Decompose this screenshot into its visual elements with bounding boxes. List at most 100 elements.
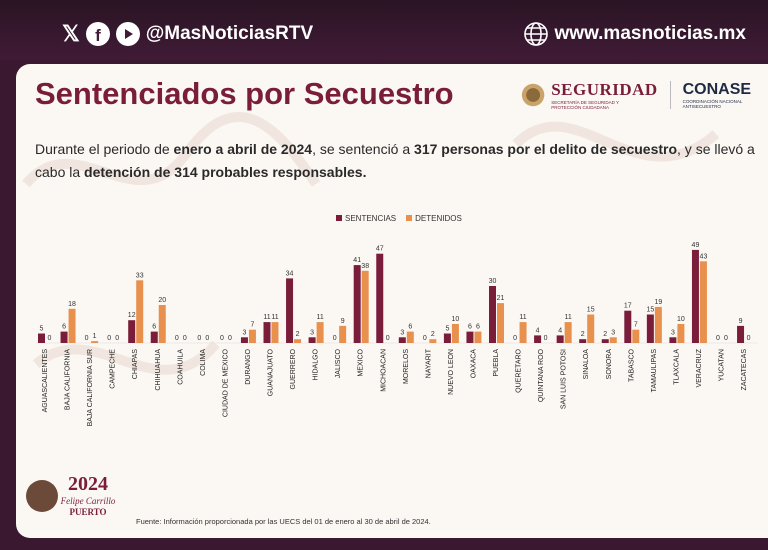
x-tick-label: BAJA CALIFORNIA SUR <box>87 349 94 426</box>
data-label: 3 <box>611 329 615 336</box>
data-label: 10 <box>452 316 460 323</box>
bar-detenidos <box>316 322 324 343</box>
top-banner: 𝕏 f @MasNoticiasRTV www.masnoticias.mx <box>0 0 768 60</box>
x-tick-label: CHIAPAS <box>132 349 139 380</box>
bar-sentencias <box>60 331 68 343</box>
x-tick-label: MICHOACAN <box>380 349 387 392</box>
x-tick-label: GUERRERO <box>290 348 297 389</box>
data-label: 0 <box>175 335 179 342</box>
bar-detenidos <box>587 314 595 343</box>
website-url[interactable]: www.masnoticias.mx <box>554 23 746 44</box>
data-label: 9 <box>739 318 743 325</box>
bar-detenidos <box>339 325 347 343</box>
data-label: 47 <box>376 246 384 253</box>
data-label: 18 <box>68 301 76 308</box>
x-tick-label: AGUASCALIENTES <box>42 349 49 413</box>
bar-detenidos <box>609 337 617 343</box>
data-label: 0 <box>197 335 201 342</box>
portrait-icon <box>26 480 58 512</box>
logo-name-2: PUERTO <box>69 507 106 517</box>
x-tick-label: NUEVO LEON <box>448 349 455 395</box>
bar-sentencias <box>376 253 384 343</box>
bar-sentencias <box>240 337 248 343</box>
bar-detenidos <box>519 322 527 343</box>
data-label: 0 <box>205 335 209 342</box>
x-tick-label: SINALOA <box>583 349 590 380</box>
bar-detenidos <box>677 324 685 343</box>
bar-sentencias <box>443 333 451 343</box>
bar-sentencias <box>398 337 406 343</box>
bar-sentencias <box>691 249 699 343</box>
x-tick-label: CIUDAD DE MEXICO <box>222 348 229 417</box>
data-label: 38 <box>361 263 369 270</box>
data-label: 0 <box>423 335 427 342</box>
summary-text: Durante el periodo de <box>35 141 174 157</box>
x-tick-label: QUINTANA ROO <box>538 348 545 402</box>
data-label: 5 <box>445 326 449 333</box>
data-label: 6 <box>152 324 156 331</box>
seguridad-subtext: SECRETARÍA DE SEGURIDAD Y PROTECCIÓN CIU… <box>551 100 619 110</box>
bar-sentencias <box>737 325 745 343</box>
data-label: 0 <box>333 335 337 342</box>
x-tick-label: TABASCO <box>628 348 635 381</box>
data-label: 20 <box>158 297 166 304</box>
data-label: 49 <box>692 242 700 249</box>
facebook-icon[interactable]: f <box>85 22 110 46</box>
data-label: 0 <box>386 335 390 342</box>
x-tick-label: VERACRUZ <box>696 348 703 387</box>
legend-detenidos: DETENIDOS <box>406 214 462 223</box>
data-label: 41 <box>353 257 361 264</box>
x-tick-label: TAMAULIPAS <box>651 349 658 393</box>
data-label: 1 <box>93 333 97 340</box>
data-label: 11 <box>271 314 278 321</box>
bar-sentencias <box>128 320 136 343</box>
legend-sentencias: SENTENCIAS <box>336 214 396 223</box>
bar-sentencias <box>624 310 632 343</box>
data-label: 0 <box>513 335 517 342</box>
summary-sentenced: 317 personas por el delito de secuestro <box>414 141 678 157</box>
data-label: 3 <box>242 329 246 336</box>
bar-detenidos <box>68 308 76 343</box>
data-label: 4 <box>558 327 562 334</box>
data-label: 11 <box>565 314 572 321</box>
data-label: 0 <box>724 335 728 342</box>
chart-legend: SENTENCIAS DETENIDOS <box>336 214 462 223</box>
data-label: 4 <box>536 327 540 334</box>
data-label: 12 <box>128 312 136 319</box>
bar-detenidos <box>699 261 707 343</box>
data-label: 0 <box>107 335 111 342</box>
x-tick-label: CHIHUAHUA <box>155 349 162 391</box>
summary-detained: detención de 314 probables responsables. <box>84 164 367 180</box>
social-links: 𝕏 f @MasNoticiasRTV <box>62 20 313 48</box>
data-label: 6 <box>62 324 66 331</box>
x-tick-label: OAXACA <box>470 349 477 379</box>
bar-detenidos <box>136 280 144 343</box>
data-label: 0 <box>85 335 89 342</box>
data-label: 0 <box>544 335 548 342</box>
x-tick-label: GUANAJUATO <box>268 348 275 396</box>
x-icon[interactable]: 𝕏 <box>62 21 80 46</box>
infographic-card: Sentenciados por Secuestro SEGURIDAD SEC… <box>16 64 768 538</box>
legend-label: SENTENCIAS <box>345 214 397 223</box>
svg-text:f: f <box>95 26 101 45</box>
legend-swatch <box>336 215 342 221</box>
summary-period: enero a abril de 2024 <box>173 141 313 157</box>
bar-detenidos <box>497 303 504 343</box>
data-label: 19 <box>654 299 662 306</box>
bar-detenidos <box>361 270 369 343</box>
globe-icon <box>523 22 548 46</box>
legend-label: DETENIDOS <box>415 214 462 223</box>
data-label: 0 <box>48 335 52 342</box>
data-label: 2 <box>296 331 300 338</box>
bar-detenidos <box>91 341 99 343</box>
bar-sentencias <box>466 331 474 343</box>
data-label: 0 <box>716 335 720 342</box>
bar-sentencias <box>489 286 496 343</box>
data-label: 11 <box>519 314 526 321</box>
youtube-icon[interactable] <box>115 22 140 46</box>
social-handle[interactable]: @MasNoticiasRTV <box>145 23 314 44</box>
bar-sentencias <box>669 337 677 343</box>
conase-text: CONASE <box>682 81 752 98</box>
x-tick-label: COLIMA <box>200 349 207 376</box>
x-tick-label: NAYARIT <box>425 348 432 378</box>
